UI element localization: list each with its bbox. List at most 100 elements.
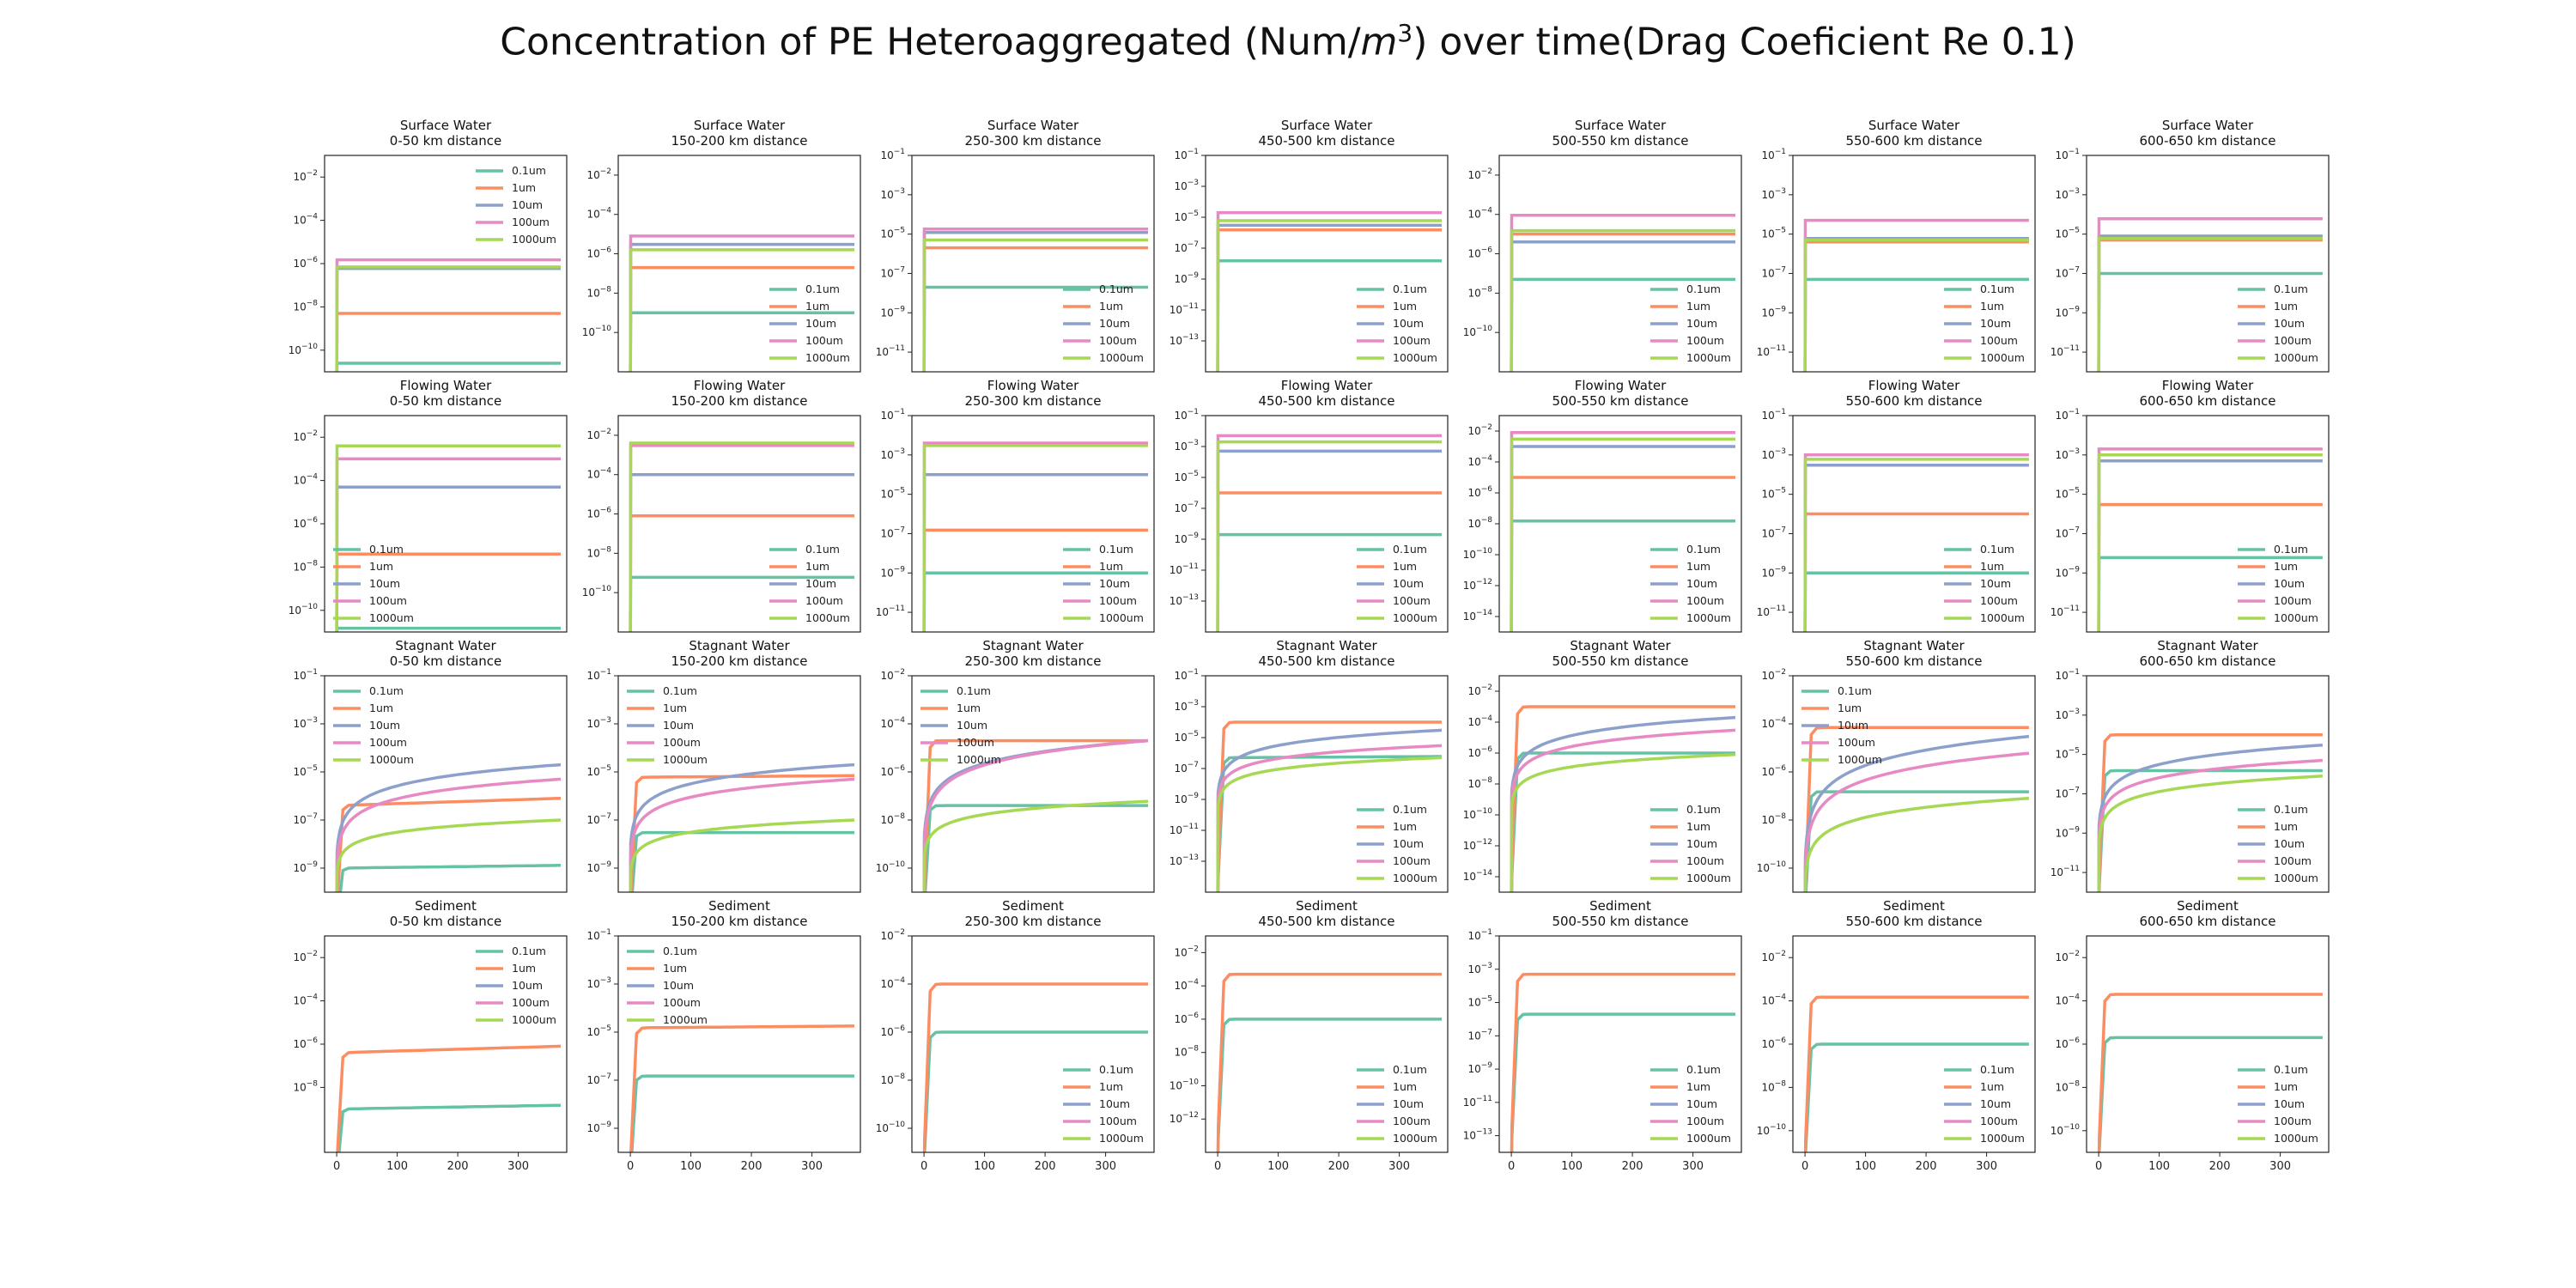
subplot-title-line: 250-300 km distance xyxy=(964,393,1101,409)
y-tick-label: 10−6 xyxy=(880,1024,905,1038)
y-tick-label: 10−1 xyxy=(293,668,318,682)
legend-label: 0.1um xyxy=(663,684,697,697)
legend-label: 10um xyxy=(2274,837,2305,850)
legend-label: 1000um xyxy=(1393,872,1437,884)
subplot-title-line: 550-600 km distance xyxy=(1845,393,1982,409)
y-tick-label: 10−8 xyxy=(293,559,318,573)
legend-label: 1000um xyxy=(1980,611,2025,624)
legend-label: 0.1um xyxy=(805,283,840,295)
legend-label: 0.1um xyxy=(2274,1063,2308,1076)
series-line-1000um xyxy=(335,444,561,632)
series-line-1um xyxy=(1216,720,1442,892)
y-tick-label: 10−10 xyxy=(582,585,612,598)
y-tick-label: 10−11 xyxy=(2050,344,2080,358)
y-tick-label: 10−2 xyxy=(293,169,318,183)
x-tick-label: 0 xyxy=(333,1160,340,1173)
legend-label: 10um xyxy=(1686,317,1717,330)
legend-label: 0.1um xyxy=(1686,543,1721,556)
y-tick-label: 10−5 xyxy=(2055,747,2080,761)
x-tick-label: 200 xyxy=(1622,1160,1643,1173)
legend-label: 10um xyxy=(2274,317,2305,330)
series-line-0-1um xyxy=(1804,1042,2029,1152)
x-tick-label: 100 xyxy=(1855,1160,1876,1173)
legend-label: 1000um xyxy=(663,1013,708,1026)
subplot-title-line: 0-50 km distance xyxy=(390,914,501,929)
subplot-title-line: 0-50 km distance xyxy=(390,133,501,149)
legend-label: 1000um xyxy=(1393,1132,1437,1145)
axes-frame xyxy=(324,675,568,893)
figure-title-suffix: ) over time(Drag Coeficient Re 0.1) xyxy=(1413,20,2076,64)
y-tick-label: 10−10 xyxy=(1463,325,1493,338)
y-tick-label: 10−11 xyxy=(1757,344,1786,358)
series-line-100um xyxy=(2097,758,2324,892)
legend-label: 0.1um xyxy=(512,945,546,957)
y-tick-label: 10−6 xyxy=(293,1036,318,1050)
y-tick-label: 10−14 xyxy=(1463,869,1493,883)
legend-label: 0.1um xyxy=(1099,283,1133,295)
subplot-title-line: Flowing Water xyxy=(400,378,492,393)
legend-label: 1000um xyxy=(1686,611,1731,624)
x-tick-label: 300 xyxy=(1976,1160,1997,1173)
axes-frame xyxy=(2086,155,2330,373)
legend: 0.1um 1um 10um 100um 1000um xyxy=(769,283,850,364)
y-tick-label: 10−8 xyxy=(586,285,611,299)
legend-label: 100um xyxy=(2274,854,2312,867)
y-tick-label: 10−4 xyxy=(293,213,318,227)
subplot-title-line: 450-500 km distance xyxy=(1258,914,1394,929)
series-line-0-1um xyxy=(630,830,854,892)
x-tick-label: 300 xyxy=(1388,1160,1410,1173)
y-tick-label: 10−8 xyxy=(293,299,318,313)
subplot-title-line: 0-50 km distance xyxy=(390,393,501,409)
y-tick-label: 10−8 xyxy=(1467,285,1492,299)
figure-title-unit: m xyxy=(1360,20,1398,64)
legend-label: 1000um xyxy=(805,611,850,624)
y-tick-label: 10−4 xyxy=(1761,716,1786,730)
y-tick-label: 10−9 xyxy=(586,860,611,874)
y-tick-label: 10−1 xyxy=(2055,408,2080,422)
y-tick-label: 10−2 xyxy=(1467,423,1492,437)
y-tick-label: 10−2 xyxy=(586,428,611,441)
axes-frame xyxy=(1792,675,2036,893)
series-line-10um xyxy=(1803,734,2030,892)
axes-frame xyxy=(2086,675,2330,893)
legend: 0.1um 1um 10um 100um 1000um xyxy=(1650,1063,1731,1145)
y-tick-label: 10−9 xyxy=(880,305,905,319)
subplot-title-line: Sediment xyxy=(1883,898,1945,914)
legend-label: 1000um xyxy=(512,233,556,246)
legend: 0.1um 1um 10um 100um 1000um xyxy=(333,543,414,624)
y-tick-label: 10−3 xyxy=(293,716,318,730)
subplot-title-line: 150-200 km distance xyxy=(671,914,807,929)
y-tick-label: 10−10 xyxy=(1170,1078,1200,1091)
legend-label: 0.1um xyxy=(1980,283,2014,295)
y-tick-label: 10−8 xyxy=(880,812,905,826)
subplot-title-line: 500-550 km distance xyxy=(1552,914,1688,929)
legend-label: 100um xyxy=(1838,736,1875,749)
series-line-1000um xyxy=(2097,236,2323,372)
subplot-title-line: 450-500 km distance xyxy=(1258,133,1394,149)
y-tick-label: 10−13 xyxy=(1170,333,1199,347)
series-line-1um xyxy=(629,1024,854,1152)
y-tick-label: 10−12 xyxy=(1463,838,1492,852)
series-line-0-1um xyxy=(1216,1018,1442,1152)
y-tick-label: 10−7 xyxy=(1174,501,1199,514)
y-tick-label: 10−9 xyxy=(1174,792,1199,805)
series-line-1um xyxy=(1803,995,2029,1152)
legend: 0.1um 1um 10um 100um 1000um xyxy=(2238,543,2318,624)
subplot-title-line: Stagnant Water xyxy=(395,638,496,653)
legend: 0.1um 1um 10um 100um 1000um xyxy=(1063,543,1144,624)
y-tick-label: 10−13 xyxy=(1463,1128,1492,1142)
y-tick-label: 10−7 xyxy=(880,526,905,539)
legend-label: 0.1um xyxy=(2274,543,2308,556)
y-tick-label: 10−11 xyxy=(1463,1095,1492,1109)
subplot-title-line: 250-300 km distance xyxy=(964,653,1101,669)
legend-label: 1000um xyxy=(512,1013,556,1026)
y-tick-label: 10−8 xyxy=(293,1079,318,1093)
y-tick-label: 10−4 xyxy=(1467,714,1492,728)
legend: 0.1um 1um 10um 100um 1000um xyxy=(769,543,850,624)
subplot-title-line: 550-600 km distance xyxy=(1845,133,1982,149)
figure-title-prefix: Concentration of PE Heteroaggregated (Nu… xyxy=(500,20,1361,64)
